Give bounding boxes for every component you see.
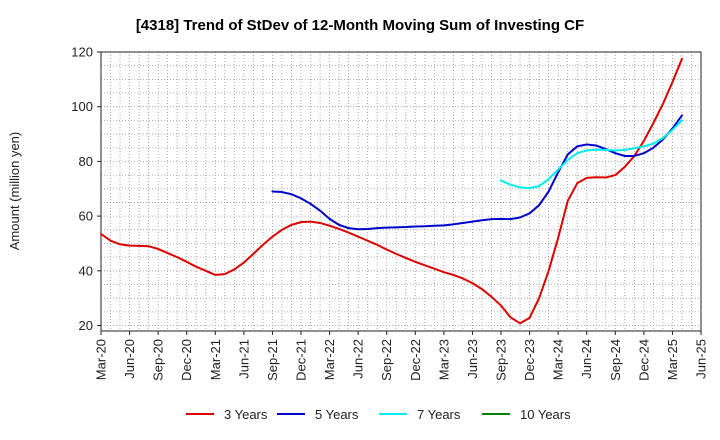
x-tick-label: Sep-22: [379, 339, 394, 381]
x-tick-label: Jun-23: [465, 339, 480, 379]
x-tick-label: Sep-23: [494, 339, 509, 381]
chart-title: [4318] Trend of StDev of 12-Month Moving…: [136, 17, 584, 34]
x-tick-label: Dec-24: [636, 339, 651, 381]
y-tick-label: 60: [79, 209, 93, 224]
x-tick-label: Dec-23: [522, 339, 537, 381]
x-tick-label: Mar-24: [551, 339, 566, 380]
legend: 3 Years 5 Years 7 Years 10 Years: [186, 407, 571, 422]
x-tick-label: Mar-22: [322, 339, 337, 380]
series-line-5-years: [271, 114, 683, 231]
x-tick-label: Dec-20: [179, 339, 194, 381]
x-tick-label: Dec-21: [294, 339, 309, 381]
x-tick-label: Dec-22: [408, 339, 423, 381]
x-tick-label: Jun-24: [579, 339, 594, 379]
legend-label-10-years: 10 Years: [520, 407, 571, 422]
series-line-7-years: [500, 119, 683, 190]
x-tick-label: Mar-21: [208, 339, 223, 380]
y-tick-label: 120: [71, 45, 93, 60]
legend-label-5-years: 5 Years: [315, 407, 359, 422]
legend-label-7-years: 7 Years: [417, 407, 461, 422]
x-tick-label: Jun-22: [351, 339, 366, 379]
grid: [100, 51, 702, 331]
x-tick-label: Sep-20: [151, 339, 166, 381]
x-tick-label: Sep-24: [608, 339, 623, 381]
y-tick-label: 80: [79, 154, 93, 169]
x-axis-ticks: Mar-20 Jun-20 Sep-20 Dec-20 Mar-21 Jun-21 Sep-…: [94, 331, 709, 381]
y-tick-label: 100: [71, 99, 93, 114]
x-tick-label: Mar-23: [436, 339, 451, 380]
y-tick-label: 40: [79, 263, 93, 278]
x-tick-label: Jun-20: [122, 339, 137, 379]
y-tick-label: 20: [79, 318, 93, 333]
x-tick-label: Jun-25: [694, 339, 709, 379]
y-axis-ticks: 20 40 60 80 100 120: [71, 45, 101, 333]
series-lines: [100, 57, 683, 325]
legend-label-3-years: 3 Years: [224, 407, 268, 422]
x-tick-label: Mar-25: [665, 339, 680, 380]
x-tick-label: Sep-21: [265, 339, 280, 381]
series-line-3-years: [100, 57, 683, 325]
y-axis-label: Amount (million yen): [7, 132, 22, 251]
x-tick-label: Mar-20: [94, 339, 109, 380]
x-tick-label: Jun-21: [236, 339, 251, 379]
plot-area: [100, 51, 702, 332]
